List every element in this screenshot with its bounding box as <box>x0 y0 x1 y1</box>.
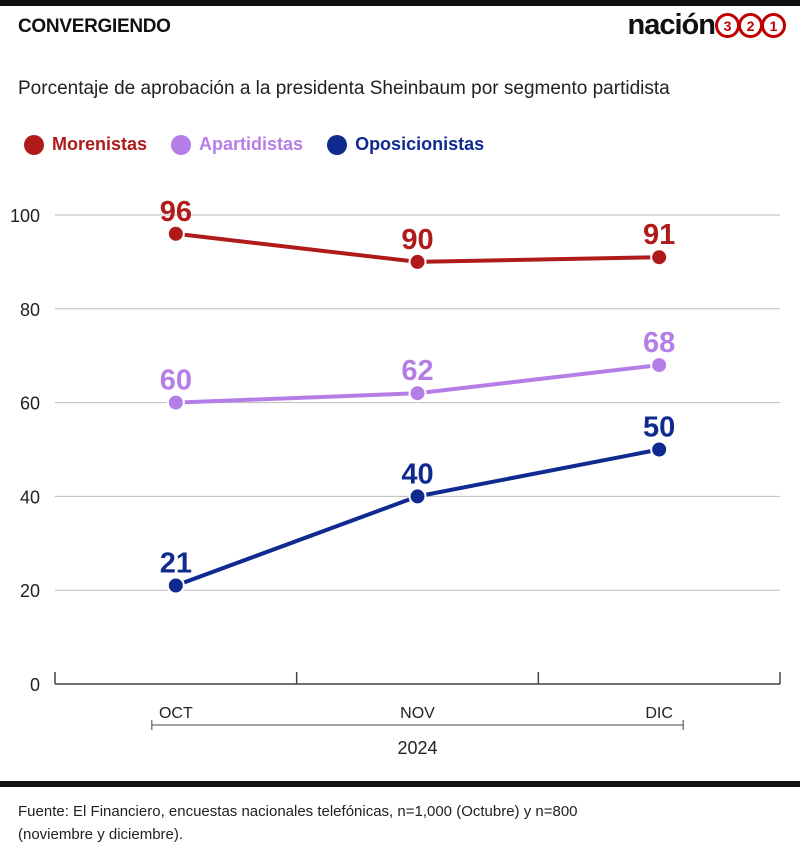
data-point-apartidistas <box>650 356 669 375</box>
legend-swatch <box>171 134 192 155</box>
y-tick-label: 80 <box>20 300 40 320</box>
legend-swatch <box>24 134 44 155</box>
x-tick-label: NOV <box>400 705 435 722</box>
x-tick-label: OCT <box>159 705 193 722</box>
brand-logo: nación 3 2 1 <box>628 9 786 42</box>
data-point-morenistas <box>166 224 185 243</box>
x-tick-label: DIC <box>645 705 673 722</box>
data-label-oposicionistas: 50 <box>643 412 675 444</box>
data-label-apartidistas: 62 <box>401 355 433 387</box>
y-tick-label: 20 <box>20 581 40 601</box>
data-point-morenistas <box>408 252 427 271</box>
brand-digits: 3 2 1 <box>715 13 786 38</box>
legend-item-apartidistas: Apartidistas <box>171 134 303 155</box>
data-point-oposicionistas <box>166 576 185 595</box>
top-rule <box>0 0 800 6</box>
line-chart: 0 20 40 60 80 100 OCT NOV DIC 2024 96 90 91 60 62 68 21 4… <box>10 196 781 758</box>
x-group-label: 2024 <box>397 738 437 758</box>
legend-item-oposicionistas: Oposicionistas <box>327 134 484 155</box>
data-label-oposicionistas: 21 <box>160 548 192 580</box>
data-label-morenistas: 90 <box>401 224 433 256</box>
data-point-apartidistas <box>408 384 427 403</box>
data-label-apartidistas: 68 <box>643 327 675 359</box>
bottom-rule <box>0 781 800 787</box>
data-label-oposicionistas: 40 <box>401 458 433 490</box>
legend-label: Apartidistas <box>199 134 304 154</box>
data-label-morenistas: 96 <box>160 196 192 228</box>
data-point-oposicionistas <box>408 487 427 506</box>
chart-subtitle: Porcentaje de aprobación a la presidenta… <box>18 78 670 99</box>
data-point-oposicionistas <box>650 440 669 459</box>
legend-swatch <box>327 134 348 155</box>
brand-digit: 1 <box>761 13 786 38</box>
y-tick-label: 100 <box>10 206 40 226</box>
legend-item-morenistas: Morenistas <box>24 134 147 155</box>
legend-label: Oposicionistas <box>355 134 485 154</box>
source-note: Fuente: El Financiero, encuestas naciona… <box>18 803 578 843</box>
y-tick-label: 40 <box>20 487 40 507</box>
data-label-morenistas: 91 <box>643 219 675 251</box>
data-point-morenistas <box>650 248 669 267</box>
y-tick-label: 60 <box>20 394 40 414</box>
y-tick-label: 0 <box>30 675 40 695</box>
brand-wordmark: nación <box>627 9 716 41</box>
chart-kicker: CONVERGIENDO <box>18 16 171 37</box>
legend: Morenistas Apartidistas Oposicionistas <box>24 134 508 155</box>
data-label-apartidistas: 60 <box>160 365 192 397</box>
data-point-apartidistas <box>166 393 185 412</box>
legend-label: Morenistas <box>52 134 148 154</box>
